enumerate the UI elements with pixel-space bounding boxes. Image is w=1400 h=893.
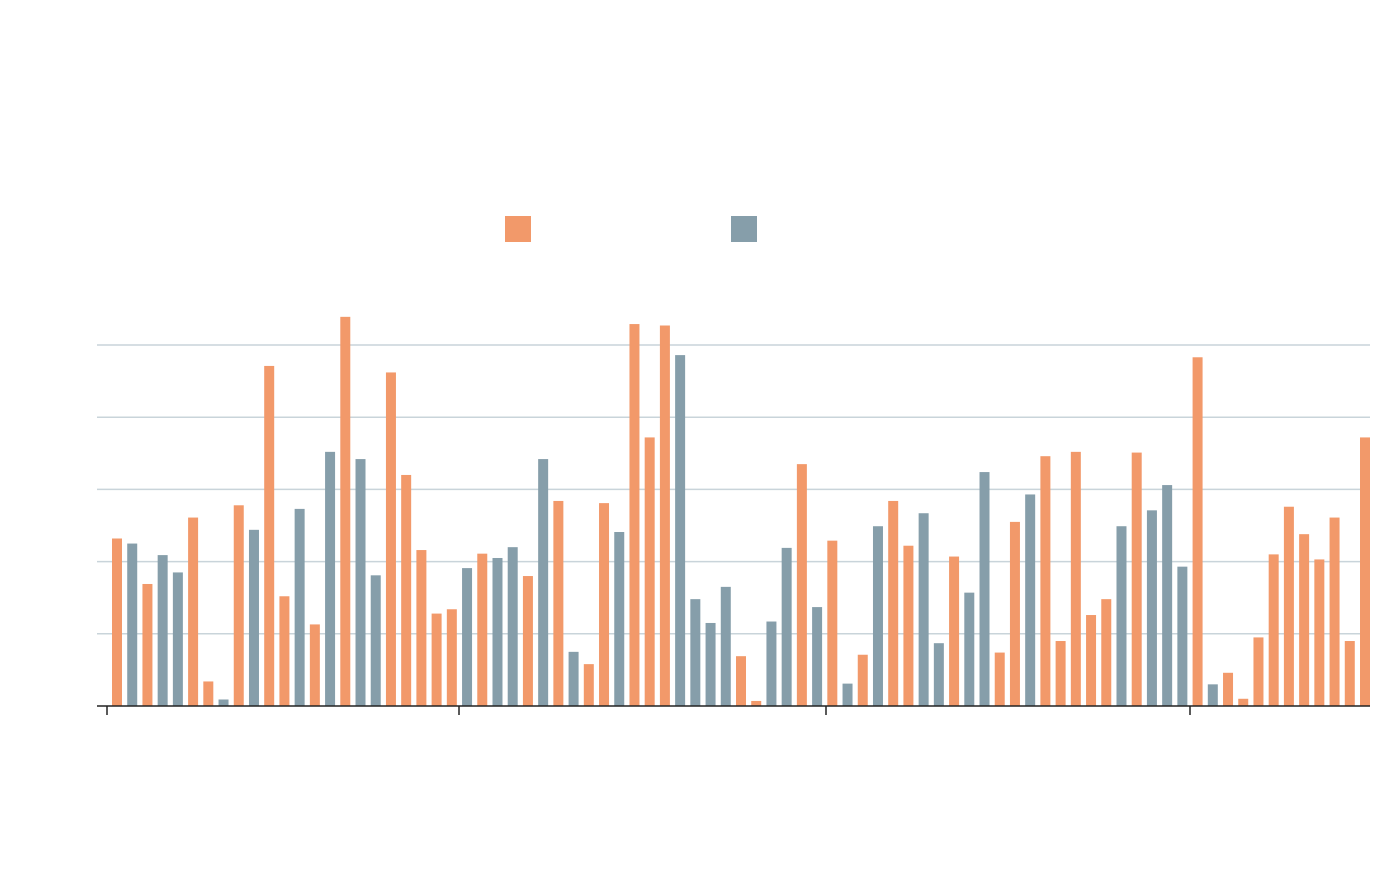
bar-series-2: [294, 508, 305, 706]
bar-series-2: [462, 568, 473, 706]
bar-series-2: [766, 621, 777, 706]
bar-series-2: [1207, 684, 1218, 706]
bar-series-1: [553, 500, 564, 706]
bar-series-2: [325, 451, 336, 706]
bar-series-2: [964, 592, 975, 706]
bar-series-2: [1162, 485, 1173, 706]
bar-series-2: [507, 547, 518, 706]
bar-series-2: [979, 472, 990, 706]
bar-series-1: [751, 700, 762, 706]
bar-series-2: [690, 599, 701, 706]
bar-series-1: [857, 654, 868, 706]
bar-series-1: [1009, 521, 1020, 706]
bar-series-1: [477, 553, 488, 706]
bar-series-1: [340, 316, 351, 706]
bar-series-1: [309, 624, 320, 706]
bar-series-1: [994, 652, 1005, 706]
bar-series-1: [112, 538, 122, 706]
x-axis: [97, 705, 1370, 715]
legend-swatch-series-1: [505, 216, 531, 242]
bar-series-1: [401, 474, 412, 706]
bar-series-2: [675, 355, 686, 706]
bar-series-1: [1223, 672, 1234, 706]
bar-series-2: [370, 575, 381, 706]
bar-series-2: [1025, 494, 1036, 706]
bar-series-1: [1268, 554, 1279, 706]
bar-series-1: [1314, 559, 1325, 706]
bar-series-2: [872, 526, 883, 706]
bar-series-1: [385, 372, 396, 706]
legend: [505, 216, 757, 242]
grid-lines: [97, 344, 1370, 635]
bar-series-1: [1055, 641, 1066, 706]
bar-series-2: [933, 643, 944, 706]
bar-series-2: [812, 607, 823, 706]
bar-series-2: [157, 555, 168, 706]
bar-series-2: [218, 699, 229, 706]
bar-series-1: [827, 540, 838, 706]
bar-series-2: [842, 683, 853, 706]
bar-series-1: [949, 556, 960, 706]
bar-series-1: [1360, 437, 1370, 706]
bar-series-2: [1116, 526, 1127, 706]
bar-series-2: [1146, 510, 1157, 706]
bar-series-1: [1299, 534, 1310, 706]
bars: [112, 316, 1370, 706]
bar-series-1: [142, 583, 153, 706]
bar-series-2: [248, 529, 259, 706]
bar-series-1: [1283, 506, 1294, 706]
bar-series-1: [659, 325, 670, 706]
bar-series-1: [1040, 456, 1051, 706]
bar-series-1: [264, 365, 275, 706]
bar-series-1: [796, 464, 807, 706]
bar-series-1: [416, 550, 427, 706]
bar-series-2: [568, 651, 579, 706]
bar-series-1: [583, 664, 594, 706]
bar-series-1: [203, 681, 214, 706]
bar-series-1: [888, 500, 899, 706]
bar-series-1: [1329, 517, 1340, 706]
bar-series-1: [1070, 451, 1081, 706]
bar-series-1: [233, 505, 244, 706]
bar-series-1: [188, 517, 199, 706]
bar-series-1: [431, 613, 442, 706]
bar-series-1: [1238, 698, 1249, 706]
bar-series-1: [1101, 599, 1112, 706]
bar-series-1: [446, 609, 457, 706]
bar-series-2: [614, 531, 625, 706]
bar-series-1: [629, 324, 640, 706]
bar-series-1: [1086, 615, 1097, 706]
bar-series-1: [599, 503, 610, 706]
bar-series-2: [705, 622, 716, 706]
bar-series-2: [720, 586, 731, 706]
bar-series-1: [736, 656, 746, 706]
bar-series-2: [1177, 566, 1188, 706]
bar-series-2: [781, 547, 792, 706]
bar-series-1: [1344, 641, 1355, 706]
legend-swatch-series-2: [731, 216, 757, 242]
bar-series-2: [492, 557, 503, 706]
bar-series-2: [172, 572, 183, 706]
bar-series-1: [522, 576, 533, 706]
bar-series-1: [1253, 637, 1264, 706]
bar-series-1: [279, 596, 290, 706]
bar-series-1: [644, 437, 655, 706]
bar-series-1: [1131, 452, 1142, 706]
bar-series-1: [903, 545, 914, 706]
bar-series-2: [127, 543, 138, 706]
bar-series-2: [538, 459, 549, 706]
bar-series-2: [918, 513, 929, 706]
bar-series-2: [355, 459, 366, 706]
bar-series-1: [1192, 357, 1203, 706]
